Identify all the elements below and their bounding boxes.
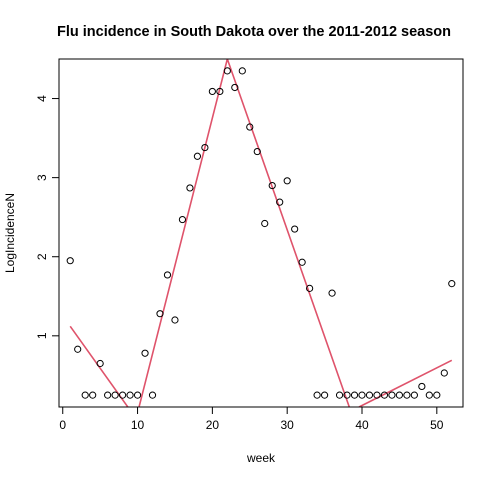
data-point bbox=[291, 225, 299, 233]
data-point bbox=[388, 391, 396, 399]
x-tick-label: 10 bbox=[131, 418, 145, 432]
data-point bbox=[171, 316, 179, 324]
data-point bbox=[126, 391, 134, 399]
data-point bbox=[231, 83, 239, 92]
data-point bbox=[440, 369, 448, 377]
data-points bbox=[66, 67, 456, 399]
data-point bbox=[238, 67, 246, 75]
x-axis-label: week bbox=[246, 451, 276, 465]
data-point bbox=[283, 177, 291, 185]
data-point bbox=[448, 280, 456, 288]
x-tick-label: 30 bbox=[281, 418, 295, 432]
x-axis: 0 10 20 30 40 50 bbox=[59, 406, 444, 432]
data-point bbox=[261, 219, 269, 228]
data-point bbox=[178, 215, 187, 224]
x-tick-label: 0 bbox=[59, 418, 66, 432]
fit-line-layer bbox=[69, 59, 453, 407]
y-tick-label: 4 bbox=[35, 95, 49, 102]
x-tick-label: 50 bbox=[430, 418, 444, 432]
data-point bbox=[373, 391, 381, 399]
data-point bbox=[276, 198, 284, 206]
data-point bbox=[246, 123, 254, 131]
data-point bbox=[425, 391, 433, 399]
data-point bbox=[395, 391, 404, 399]
data-point bbox=[89, 391, 97, 399]
fit-line-segment-2 bbox=[138, 59, 351, 407]
data-point bbox=[253, 147, 261, 156]
data-point bbox=[365, 391, 374, 399]
data-point bbox=[223, 67, 231, 75]
data-point bbox=[358, 391, 366, 399]
data-point bbox=[201, 143, 209, 152]
y-axis: 1 2 3 4 bbox=[35, 95, 60, 339]
data-point bbox=[343, 391, 351, 399]
data-point bbox=[156, 310, 164, 318]
data-point bbox=[96, 359, 104, 368]
data-point bbox=[433, 391, 441, 399]
plot-frame bbox=[58, 58, 464, 408]
x-tick-label: 20 bbox=[206, 418, 220, 432]
chart-title: Flu incidence in South Dakota over the 2… bbox=[57, 24, 451, 40]
fit-line-segment-3 bbox=[358, 359, 453, 407]
data-point bbox=[81, 391, 89, 399]
data-point bbox=[313, 391, 321, 399]
data-point bbox=[118, 391, 127, 399]
y-tick-label: 2 bbox=[35, 253, 49, 260]
data-point bbox=[418, 382, 426, 391]
data-point bbox=[403, 391, 411, 399]
data-point bbox=[268, 181, 276, 190]
data-point bbox=[380, 391, 389, 399]
data-point bbox=[208, 87, 216, 96]
data-point bbox=[148, 391, 157, 399]
x-tick-label: 40 bbox=[355, 418, 369, 432]
data-point bbox=[186, 184, 194, 192]
data-point bbox=[133, 391, 142, 399]
data-point bbox=[141, 349, 149, 357]
data-point bbox=[335, 391, 344, 399]
data-point bbox=[306, 284, 314, 292]
data-point bbox=[298, 258, 306, 266]
y-tick-label: 3 bbox=[35, 174, 49, 181]
data-point bbox=[410, 391, 418, 399]
data-point bbox=[104, 391, 112, 399]
y-tick-label: 1 bbox=[35, 332, 49, 339]
data-point bbox=[163, 271, 172, 279]
data-point bbox=[74, 345, 82, 353]
data-point bbox=[111, 391, 119, 399]
data-point bbox=[350, 391, 359, 399]
data-point bbox=[193, 152, 202, 160]
data-point bbox=[320, 391, 329, 399]
y-axis-label: LogIncidenceN bbox=[3, 193, 17, 273]
data-point bbox=[328, 289, 336, 297]
data-point bbox=[216, 87, 224, 96]
data-point bbox=[66, 257, 74, 265]
